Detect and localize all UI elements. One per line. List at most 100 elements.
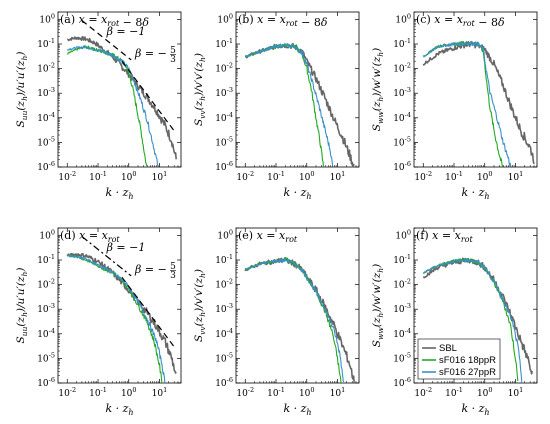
y-tick-label: 10-3 (37, 86, 55, 99)
x-tick-label: 101 (508, 170, 524, 183)
panel-c: 10-6 10-5 10-4 10-3 10-2 10-1 100 10-2 10-1 100 10… (371, 11, 538, 201)
x-tick-label: 10-2 (236, 170, 254, 183)
y-tick-label: 10-3 (215, 86, 233, 99)
y-tick-label: 10-4 (215, 111, 233, 124)
y-tick-label: 10-5 (37, 351, 55, 364)
y-tick-label: 100 (217, 12, 233, 25)
y-tick-label: 10-1 (215, 37, 233, 50)
legend-entry: sF016 18ppR (439, 355, 496, 366)
y-tick-label: 10-5 (37, 135, 55, 148)
y-axis-label: Suu(zh)/u′u′(zh) (15, 52, 29, 128)
y-tick-label: 10-5 (393, 135, 411, 148)
y-tick-label: 10-1 (37, 253, 55, 266)
x-tick-label: 101 (152, 170, 168, 183)
y-tick-label: 10-4 (37, 327, 55, 340)
y-axis-label: Sww(zh)/w′w′(zh) (371, 264, 385, 348)
x-axis-label: k · zh (461, 186, 489, 201)
slope-line-beta-1 (81, 20, 132, 61)
y-tick-label: 10-1 (393, 253, 411, 266)
series-line (66, 36, 177, 160)
y-tick-label: 100 (39, 12, 55, 25)
series-line (245, 257, 345, 383)
y-tick-label: 100 (217, 228, 233, 241)
plot-frame (413, 11, 538, 168)
y-tick-label: 10-1 (393, 37, 411, 50)
legend-entry: SBL (439, 343, 457, 354)
y-tick-label: 100 (395, 12, 411, 25)
beta-frac-den: 3 (170, 55, 176, 65)
y-tick-label: 10-1 (215, 253, 233, 266)
y-tick-label: 10-6 (215, 376, 233, 389)
x-tick-label: 10-1 (267, 170, 285, 183)
panel-title: (e) x = xrot (238, 229, 298, 244)
x-tick-label: 10-1 (89, 170, 107, 183)
panel-title: (d) x = xrot (60, 229, 120, 244)
x-tick-label: 100 (299, 170, 315, 183)
beta-1-label: β = −1 (106, 25, 146, 38)
series-line (244, 43, 325, 168)
y-tick-label: 10-2 (393, 62, 411, 75)
x-tick-label: 100 (121, 386, 137, 399)
x-tick-label: 10-1 (445, 170, 463, 183)
series-line (66, 45, 159, 167)
y-tick-label: 100 (39, 228, 55, 241)
x-tick-label: 100 (477, 386, 493, 399)
series-line (423, 257, 523, 384)
x-axis-label: k · zh (105, 402, 133, 417)
x-tick-label: 10-2 (414, 170, 432, 183)
y-tick-label: 10-5 (215, 135, 233, 148)
y-tick-label: 10-6 (215, 160, 233, 173)
panel-e: 10-6 10-5 10-4 10-3 10-2 10-1 100 10-2 10-1 100 10… (193, 227, 360, 417)
y-tick-label: 10-4 (215, 327, 233, 340)
plot-frame (235, 11, 360, 168)
legend-entry: sF016 27ppR (439, 367, 496, 378)
y-tick-label: 10-4 (37, 111, 55, 124)
x-tick-label: 10-2 (58, 170, 76, 183)
y-tick-label: 10-1 (37, 37, 55, 50)
y-tick-label: 10-2 (393, 278, 411, 291)
y-tick-label: 10-4 (393, 111, 411, 124)
series-line (422, 40, 535, 165)
y-tick-label: 10-6 (393, 376, 411, 389)
series-line (244, 42, 355, 168)
x-tick-label: 10-2 (414, 386, 432, 399)
y-tick-label: 10-3 (215, 302, 233, 315)
x-tick-label: 100 (299, 386, 315, 399)
panel-title: (c) x = xrot − 8δ (416, 13, 505, 29)
y-tick-label: 10-5 (215, 351, 233, 364)
y-tick-label: 10-6 (393, 160, 411, 173)
x-tick-label: 10-1 (445, 386, 463, 399)
x-axis-label: k · zh (283, 186, 311, 201)
beta-frac-num: 5 (170, 262, 176, 272)
beta-frac-num: 5 (170, 46, 176, 56)
y-tick-label: 10-6 (37, 160, 55, 173)
panel-d: 10-6 10-5 10-4 10-3 10-2 10-1 100 10-2 10-1 100 10… (15, 227, 182, 417)
y-axis-label: Suu(zh)/u′u′(zh) (15, 268, 29, 344)
series-line (245, 43, 334, 166)
panel-title: (f) x = xrot (416, 229, 473, 244)
y-axis-label: Svv(zh)/v′v′(zh) (193, 269, 207, 342)
panel-a: 10-6 10-5 10-4 10-3 10-2 10-1 100 10-2 10-1 100 10… (15, 11, 182, 201)
x-tick-label: 101 (330, 170, 346, 183)
x-tick-label: 100 (477, 170, 493, 183)
beta-frac-den: 3 (170, 271, 176, 281)
beta-53-label: β = − (134, 263, 167, 276)
series-line (422, 40, 512, 167)
series-line (245, 256, 342, 384)
y-axis-label: Sww(zh)/w′w′(zh) (371, 48, 385, 132)
y-tick-label: 10-3 (393, 302, 411, 315)
x-tick-label: 101 (330, 386, 346, 399)
panel-f: 10-6 10-5 10-4 10-3 10-2 10-1 100 10-2 10-1 100 10… (371, 227, 538, 417)
x-tick-label: 10-1 (267, 386, 285, 399)
beta-53-label: β = − (134, 47, 167, 60)
y-tick-label: 10-2 (37, 62, 55, 75)
y-tick-label: 100 (395, 228, 411, 241)
x-axis-label: k · zh (283, 402, 311, 417)
y-tick-label: 10-3 (37, 302, 55, 315)
x-tick-label: 10-2 (58, 386, 76, 399)
y-axis-label: Svv(zh)/v′v′(zh) (193, 53, 207, 126)
y-tick-label: 10-5 (393, 351, 411, 364)
slope-line-beta-1 (81, 236, 132, 277)
